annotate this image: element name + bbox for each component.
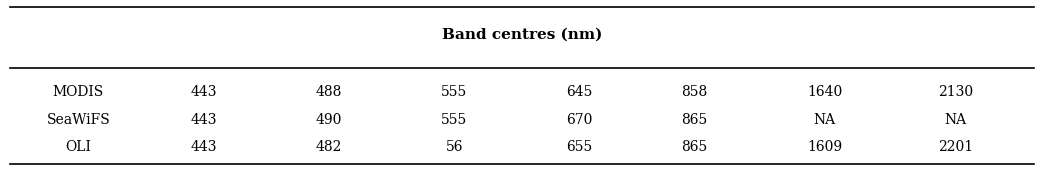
Text: 670: 670 <box>566 113 593 127</box>
Text: MODIS: MODIS <box>52 85 104 99</box>
Text: 482: 482 <box>315 140 342 154</box>
Text: 865: 865 <box>681 140 708 154</box>
Text: 490: 490 <box>315 113 342 127</box>
Text: 555: 555 <box>441 85 468 99</box>
Text: 655: 655 <box>566 140 593 154</box>
Text: NA: NA <box>813 113 836 127</box>
Text: 488: 488 <box>315 85 342 99</box>
Text: 443: 443 <box>190 113 217 127</box>
Text: OLI: OLI <box>66 140 91 154</box>
Text: 1640: 1640 <box>807 85 843 99</box>
Text: 443: 443 <box>190 85 217 99</box>
Text: 555: 555 <box>441 113 468 127</box>
Text: 2201: 2201 <box>938 140 973 154</box>
Text: 858: 858 <box>681 85 708 99</box>
Text: 1609: 1609 <box>807 140 843 154</box>
Text: 443: 443 <box>190 140 217 154</box>
Text: 56: 56 <box>446 140 462 154</box>
Text: SeaWiFS: SeaWiFS <box>46 113 111 127</box>
Text: 2130: 2130 <box>938 85 973 99</box>
Text: Band centres (nm): Band centres (nm) <box>442 28 602 42</box>
Text: 645: 645 <box>566 85 593 99</box>
Text: 865: 865 <box>681 113 708 127</box>
Text: NA: NA <box>944 113 967 127</box>
